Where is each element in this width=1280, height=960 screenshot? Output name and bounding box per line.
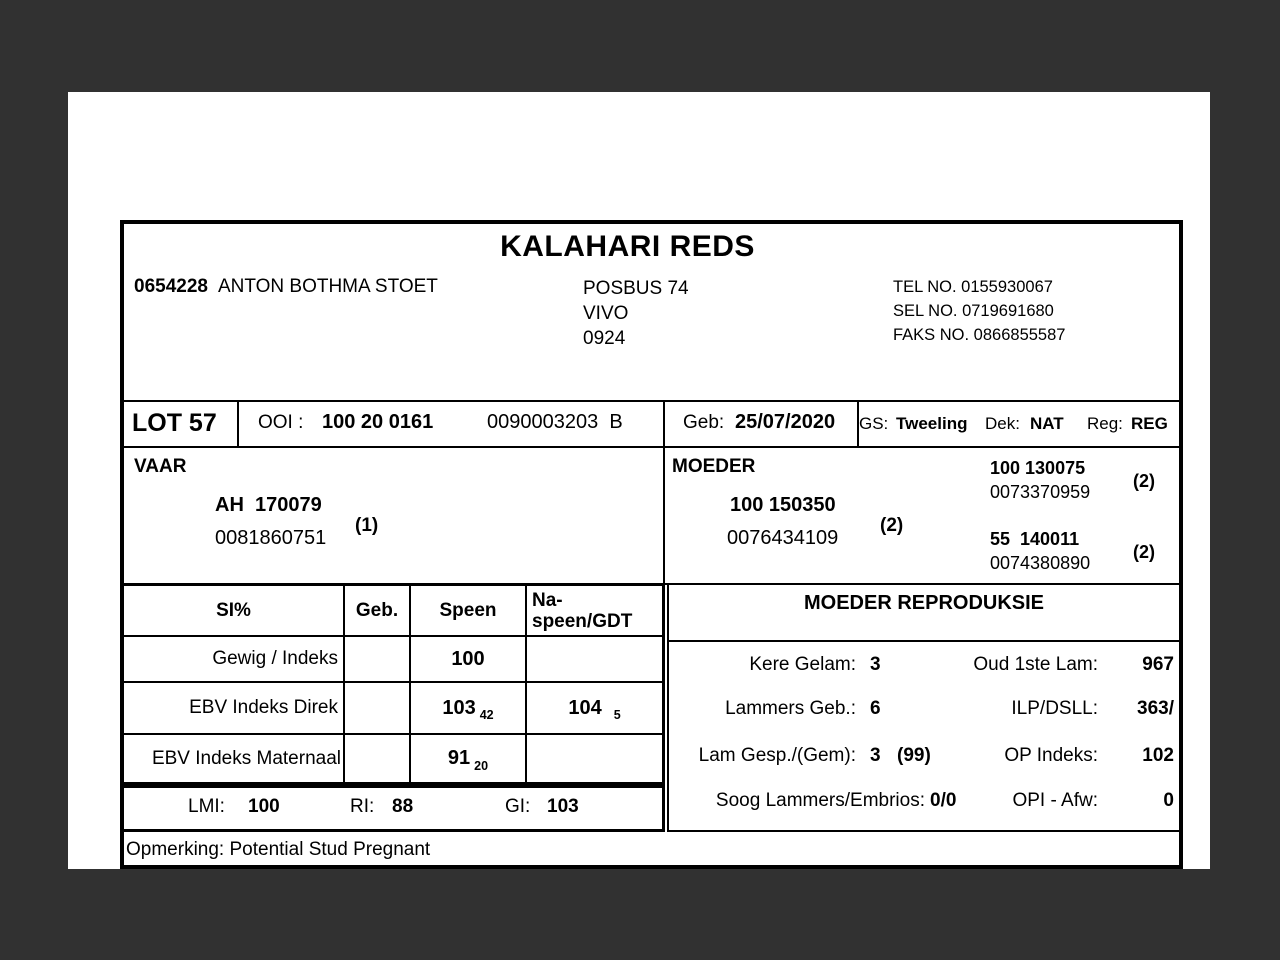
dam-id: 100 150350 xyxy=(730,494,836,516)
ilp-dsll-value: 363/ xyxy=(1137,698,1174,719)
granddam1-id: 100 130075 xyxy=(990,458,1086,478)
divider xyxy=(667,830,1179,832)
address-line: 0924 xyxy=(583,328,626,349)
si-header-naspeen: Na-speen/GDT xyxy=(525,586,662,635)
gi-value: 103 xyxy=(547,796,579,817)
divider xyxy=(857,400,859,448)
birthdate-value: 25/07/2020 xyxy=(735,411,836,433)
divider xyxy=(124,400,1179,402)
reg-value: REG xyxy=(1131,414,1168,433)
si-cell-geb xyxy=(343,681,409,733)
gs-value: Tweeling xyxy=(896,414,968,433)
granddam2-registration: 0074380890 xyxy=(990,553,1091,573)
reproduction-row: Kere Gelam: 3 Oud 1ste Lam: 967 xyxy=(669,654,1179,680)
si-cell-speen: 91 20 xyxy=(409,733,525,782)
soog-lammers-value: 0/0 xyxy=(930,790,957,811)
divider xyxy=(663,400,665,585)
granddam1-registration: 0073370959 xyxy=(990,482,1091,502)
ri-label: RI: xyxy=(350,796,375,817)
si-row-label: EBV Indeks Direk xyxy=(124,681,343,733)
oud-1ste-lam-value: 967 xyxy=(1142,654,1174,675)
gi-label: GI: xyxy=(505,796,531,817)
page-title: KALAHARI REDS xyxy=(500,230,755,263)
reproduction-row: Lammers Geb.: 6 ILP/DSLL: 363/ xyxy=(669,698,1179,724)
reg-label: Reg: xyxy=(1087,414,1123,433)
address-line: POSBUS 74 xyxy=(583,278,689,299)
contact-line-sel: SEL NO. 0719691680 xyxy=(893,302,1054,320)
si-header-si: SI% xyxy=(216,599,251,621)
sire-registration: 0081860751 xyxy=(215,527,327,549)
opi-afw-label: OPI - Afw: xyxy=(1012,790,1098,811)
lam-gesp-label: Lam Gesp./(Gem): xyxy=(698,745,856,766)
ri-value: 88 xyxy=(392,796,414,817)
si-index-table: SI% Geb. Speen Na-speen/GDT Gewig / Inde… xyxy=(124,583,665,785)
sire-id: AH 170079 xyxy=(215,494,322,516)
soog-lammers-label: Soog Lammers/Embrios: xyxy=(715,790,925,811)
op-indeks-label: OP Indeks: xyxy=(1004,745,1098,766)
divider xyxy=(124,446,1179,448)
contact-block: TEL NO. 0155930067 SEL NO. 0719691680 FA… xyxy=(893,275,1065,347)
divider xyxy=(237,400,239,448)
divider xyxy=(669,640,1179,642)
si-cell-speen: 100 xyxy=(409,635,525,681)
lammers-geb-label: Lammers Geb.: xyxy=(725,698,856,719)
ooi-registration: 0090003203 B xyxy=(487,411,623,433)
lmi-value: 100 xyxy=(248,796,280,817)
gs-label: GS: xyxy=(859,414,889,433)
contact-line-tel: TEL NO. 0155930067 xyxy=(893,278,1053,296)
oud-1ste-lam-label: Oud 1ste Lam: xyxy=(973,654,1098,675)
dek-value: NAT xyxy=(1030,414,1064,433)
accuracy-subscript: 42 xyxy=(479,708,494,722)
ooi-label: OOI : xyxy=(258,412,304,433)
birthdate-label: Geb: xyxy=(683,412,725,433)
accuracy-subscript: 5 xyxy=(613,708,621,722)
document-page: KALAHARI REDS 0654228 ANTON BOTHMA STOET … xyxy=(68,92,1210,869)
opi-afw-value: 0 xyxy=(1163,790,1174,811)
reproduction-row: Soog Lammers/Embrios: 0/0 OPI - Afw: 0 xyxy=(669,790,1179,816)
remark-line: Opmerking: Potential Stud Pregnant xyxy=(126,839,431,860)
lammers-geb-value: 6 xyxy=(870,698,881,719)
lot-card: KALAHARI REDS 0654228 ANTON BOTHMA STOET … xyxy=(120,220,1183,869)
dam-registration: 0076434109 xyxy=(727,527,839,549)
lmi-label: LMI: xyxy=(188,796,225,817)
si-header-speen: Speen xyxy=(409,586,525,635)
reproduction-title: MOEDER REPRODUKSIE xyxy=(803,592,1045,614)
granddam2-count: (2) xyxy=(1133,542,1155,562)
granddam2-id: 55 140011 xyxy=(990,529,1080,549)
ooi-id: 100 20 0161 xyxy=(322,411,434,433)
op-indeks-value: 102 xyxy=(1142,745,1174,766)
dam-heading: MOEDER xyxy=(672,456,756,477)
contact-line-faks: FAKS NO. 0866855587 xyxy=(893,326,1066,344)
si-cell-geb xyxy=(343,733,409,782)
kere-gelam-value: 3 xyxy=(870,654,881,675)
dek-label: Dek: xyxy=(985,414,1020,433)
si-cell-geb xyxy=(343,635,409,681)
breeder-line: 0654228 ANTON BOTHMA STOET xyxy=(134,276,438,298)
breeder-number: 0654228 xyxy=(134,276,208,297)
si-cell-speen: 103 42 xyxy=(409,681,525,733)
breeder-name: ANTON BOTHMA STOET xyxy=(217,276,438,297)
si-header-geb: Geb. xyxy=(343,586,409,635)
index-summary-row: LMI: 100 RI: 88 GI: 103 xyxy=(124,785,665,832)
si-row-label: Gewig / Indeks xyxy=(124,635,343,681)
address-line: VIVO xyxy=(583,303,629,324)
sire-count: (1) xyxy=(355,515,379,536)
sire-heading: VAAR xyxy=(134,456,187,477)
reproduction-row: Lam Gesp./(Gem): 3 (99) OP Indeks: 102 xyxy=(669,745,1179,771)
dam-count: (2) xyxy=(880,515,904,536)
kere-gelam-label: Kere Gelam: xyxy=(749,654,856,675)
si-cell-naspeen xyxy=(525,733,662,782)
lam-gesp-value: 3 xyxy=(870,745,881,766)
divider xyxy=(667,585,669,832)
ilp-dsll-label: ILP/DSLL: xyxy=(1011,698,1098,719)
si-cell-naspeen: 104 5 xyxy=(525,681,662,733)
accuracy-subscript: 20 xyxy=(474,758,489,773)
lot-number: LOT 57 xyxy=(132,409,217,437)
lam-gesp-average: (99) xyxy=(897,745,931,766)
address-block: POSBUS 74 VIVO 0924 xyxy=(583,276,689,351)
si-cell-naspeen xyxy=(525,635,662,681)
granddam1-count: (2) xyxy=(1133,471,1155,491)
si-row-label: EBV Indeks Maternaal xyxy=(124,733,343,782)
